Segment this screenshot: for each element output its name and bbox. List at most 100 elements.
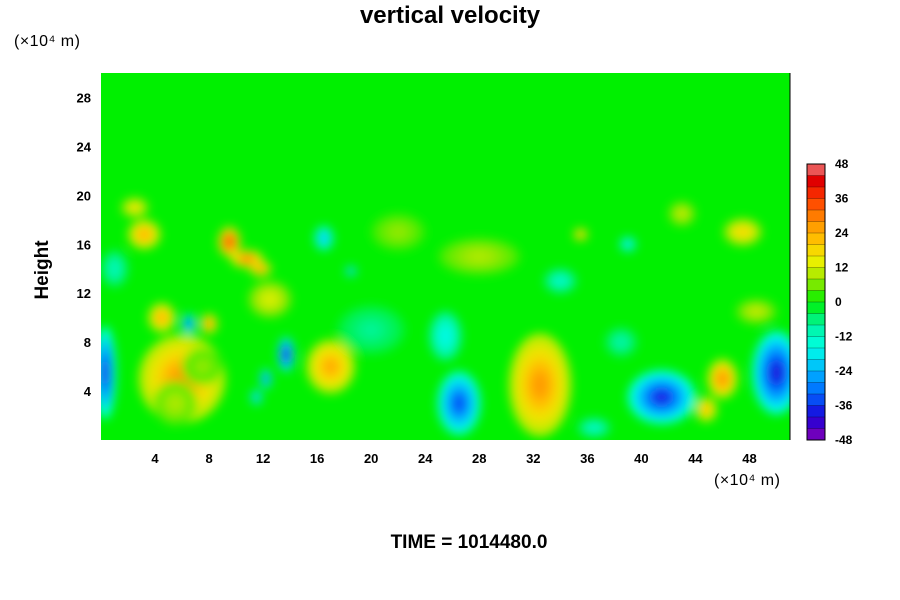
velocity-cell [250, 389, 262, 405]
y-tick-label: 28 [77, 90, 91, 105]
x-tick-label: 4 [151, 451, 159, 466]
colorbar-band [807, 279, 825, 291]
velocity-cell [277, 337, 295, 372]
velocity-cell [604, 327, 638, 357]
colorbar-band [807, 267, 825, 280]
contour-ring [321, 234, 327, 242]
colorbar-band [807, 210, 825, 222]
contour-ring [625, 242, 631, 247]
velocity-cell [248, 280, 292, 318]
x-tick-label: 44 [688, 451, 703, 466]
velocity-cell [429, 311, 462, 361]
colorbar-band [807, 325, 825, 337]
velocity-cell [723, 218, 762, 246]
x-tick-label: 28 [472, 451, 486, 466]
x-tick-label: 8 [205, 451, 212, 466]
colorbar-band [807, 405, 825, 418]
contour-ring [196, 361, 208, 372]
contour-ring [750, 308, 762, 315]
x-tick-label: 36 [580, 451, 594, 466]
time-label: TIME = 1014480.0 [390, 532, 548, 553]
x-axis-unit: (×10⁴ m) [714, 472, 781, 489]
y-tick-label: 8 [84, 335, 91, 350]
contour-ring [110, 263, 119, 274]
x-tick-label: 32 [526, 451, 540, 466]
velocity-cell [249, 261, 272, 277]
colorbar-tick-label: 12 [835, 261, 849, 275]
contour-ring [226, 237, 233, 246]
contour-ring [616, 338, 626, 347]
velocity-cell [345, 266, 357, 277]
velocity-cell [314, 225, 334, 251]
contour-ring [158, 313, 166, 322]
velocity-cell [573, 228, 588, 241]
colorbar-band [807, 428, 825, 441]
contour-ring [283, 349, 289, 360]
velocity-cell [200, 313, 218, 334]
velocity-cell [508, 333, 572, 437]
x-tick-label: 48 [742, 451, 756, 466]
y-tick-label: 4 [84, 384, 92, 399]
contour-ring [703, 405, 710, 413]
velocity-cell [627, 370, 696, 425]
velocity-cell [668, 201, 696, 226]
colorbar-band [807, 290, 825, 303]
contour-ring [242, 256, 252, 262]
colorbar-tick-label: 0 [835, 295, 842, 309]
velocity-cell [752, 331, 790, 415]
x-tick-label: 24 [418, 451, 433, 466]
contour-ring [263, 294, 276, 305]
contour-ring [589, 425, 599, 431]
colorbar-band [807, 313, 825, 326]
velocity-cell [437, 371, 481, 436]
y-tick-label: 16 [77, 237, 91, 252]
velocity-cell [577, 417, 611, 438]
velocity-cell [128, 219, 161, 250]
colorbar-band [807, 256, 825, 268]
colorbar-band [807, 394, 825, 406]
colorbar-band [807, 336, 825, 349]
colorbar-tick-label: -12 [835, 330, 853, 344]
colorbar-band [807, 382, 825, 395]
contour-ring [361, 323, 381, 337]
contour-ring [452, 394, 466, 413]
contour-ring [769, 361, 784, 385]
colorbar-tick-label: 24 [835, 226, 849, 240]
colorbar-band [807, 244, 825, 257]
colorbar-band [807, 164, 825, 176]
velocity-cell [695, 397, 718, 422]
contour-ring [578, 232, 583, 237]
colorbar-band [807, 221, 825, 234]
colorbar-band [807, 233, 825, 245]
contour-ring [186, 321, 191, 327]
chart-title: vertical velocity [359, 2, 541, 29]
colorbar-tick-label: 36 [835, 192, 849, 206]
velocity-cell [438, 238, 520, 275]
contour-ring [531, 370, 549, 400]
y-tick-label: 24 [77, 139, 92, 154]
contour-ring [254, 395, 259, 400]
contour-ring [263, 376, 268, 382]
colorbar-band [807, 348, 825, 360]
velocity-cell [544, 268, 577, 294]
x-tick-label: 16 [310, 451, 324, 466]
velocity-cell [218, 227, 241, 257]
velocity-cell [260, 369, 272, 389]
contour-ring [467, 251, 491, 262]
contour-ring [390, 226, 406, 238]
velocity-cell [306, 339, 355, 394]
contour-ring [257, 266, 264, 271]
y-tick-label: 20 [77, 188, 91, 203]
y-tick-label: 12 [77, 286, 91, 301]
plot-area [101, 73, 790, 440]
velocity-cell [148, 302, 176, 333]
colorbar-band [807, 302, 825, 314]
velocity-cell [707, 359, 738, 399]
colorbar-tick-label: -48 [835, 433, 853, 447]
contour-ring [652, 389, 672, 405]
velocity-cell [182, 348, 223, 385]
colorbar: 48 36 24 12 0 -12 -24 -36 -48 [806, 157, 853, 447]
contour-ring [206, 321, 212, 327]
